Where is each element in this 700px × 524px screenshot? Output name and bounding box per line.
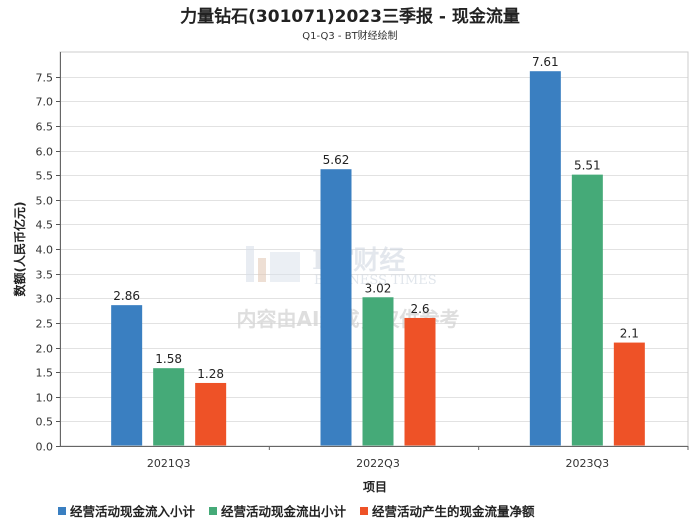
watermark-logo-icon [258,258,266,282]
chart-title: 力量钻石(301071)2023三季报 - 现金流量 [180,7,520,27]
y-tick-label: 2.5 [36,318,54,331]
data-label: 7.61 [532,55,559,69]
legend-swatch-inflow [58,506,66,515]
bar [529,71,561,447]
bar [153,368,185,446]
legend-swatch-outflow [209,506,218,515]
data-label: 3.02 [365,281,392,295]
y-tick-label: 2.0 [36,343,54,356]
data-label: 5.62 [323,153,350,167]
data-label: 5.51 [574,159,601,173]
x-tick-label: 2022Q3 [356,457,400,470]
bar [571,174,603,446]
legend-label-net: 经营活动产生的现金流量净额 [372,504,535,519]
data-label: 2.6 [410,302,429,316]
y-tick-label: 4.0 [36,244,54,257]
y-tick-label: 1.5 [36,367,54,380]
y-tick-label: 3.5 [36,269,54,282]
bar [404,317,436,446]
legend-item-outflow[interactable]: 经营活动现金流出小计 [209,501,346,520]
bar [195,382,227,446]
legend-label-inflow: 经营活动现金流入小计 [70,504,196,519]
x-axis-label: 项目 [363,480,387,494]
chart-subtitle: Q1-Q3 - BT财经绘制 [302,31,398,42]
y-tick-label: 5.5 [36,170,54,183]
y-tick-label: 3.0 [36,293,54,306]
data-label: 1.28 [197,367,224,381]
watermark-logo-icon [246,246,254,282]
bars [111,71,645,447]
bar [111,305,143,446]
y-tick-label: 7.0 [36,96,54,109]
watermark-logo-icon [270,252,300,282]
legend-swatch-net [360,506,369,515]
y-axis-label: 数额(人民币亿元) [12,202,27,297]
data-label: 2.86 [113,289,140,303]
y-tick-label: 6.0 [36,146,54,159]
data-labels: 2.86 1.58 1.28 5.62 3.02 2.6 7.61 5.51 2.1 [113,55,639,381]
x-tick-label: 2021Q3 [147,457,191,470]
data-label: 1.58 [155,352,182,366]
y-tick-label: 5.0 [36,195,54,208]
legend-item-net[interactable]: 经营活动产生的现金流量净额 [360,501,535,520]
y-tick-label: 6.5 [36,121,54,134]
bar [320,169,352,446]
legend-label-outflow: 经营活动现金流出小计 [221,504,347,519]
y-tick-label: 0.5 [36,416,54,429]
data-label: 2.1 [620,327,639,341]
y-tick-label: 7.5 [36,72,54,85]
x-tick-label: 2023Q3 [566,457,610,470]
legend-item-inflow[interactable]: 经营活动现金流入小计 [58,501,195,520]
legend: 经营活动现金流入小计 经营活动现金流出小计 经营活动产生的现金流量净额 [58,501,535,520]
bar [362,297,394,446]
axes: 0.0 0.5 1.0 1.5 2.0 2.5 3.0 3.5 4.0 4.5 5.0 5.5 6.0 6… [36,51,689,470]
y-tick-label: 4.5 [36,219,54,232]
bar [613,342,645,446]
y-tick-label: 0.0 [36,441,54,454]
y-tick-label: 1.0 [36,392,54,405]
